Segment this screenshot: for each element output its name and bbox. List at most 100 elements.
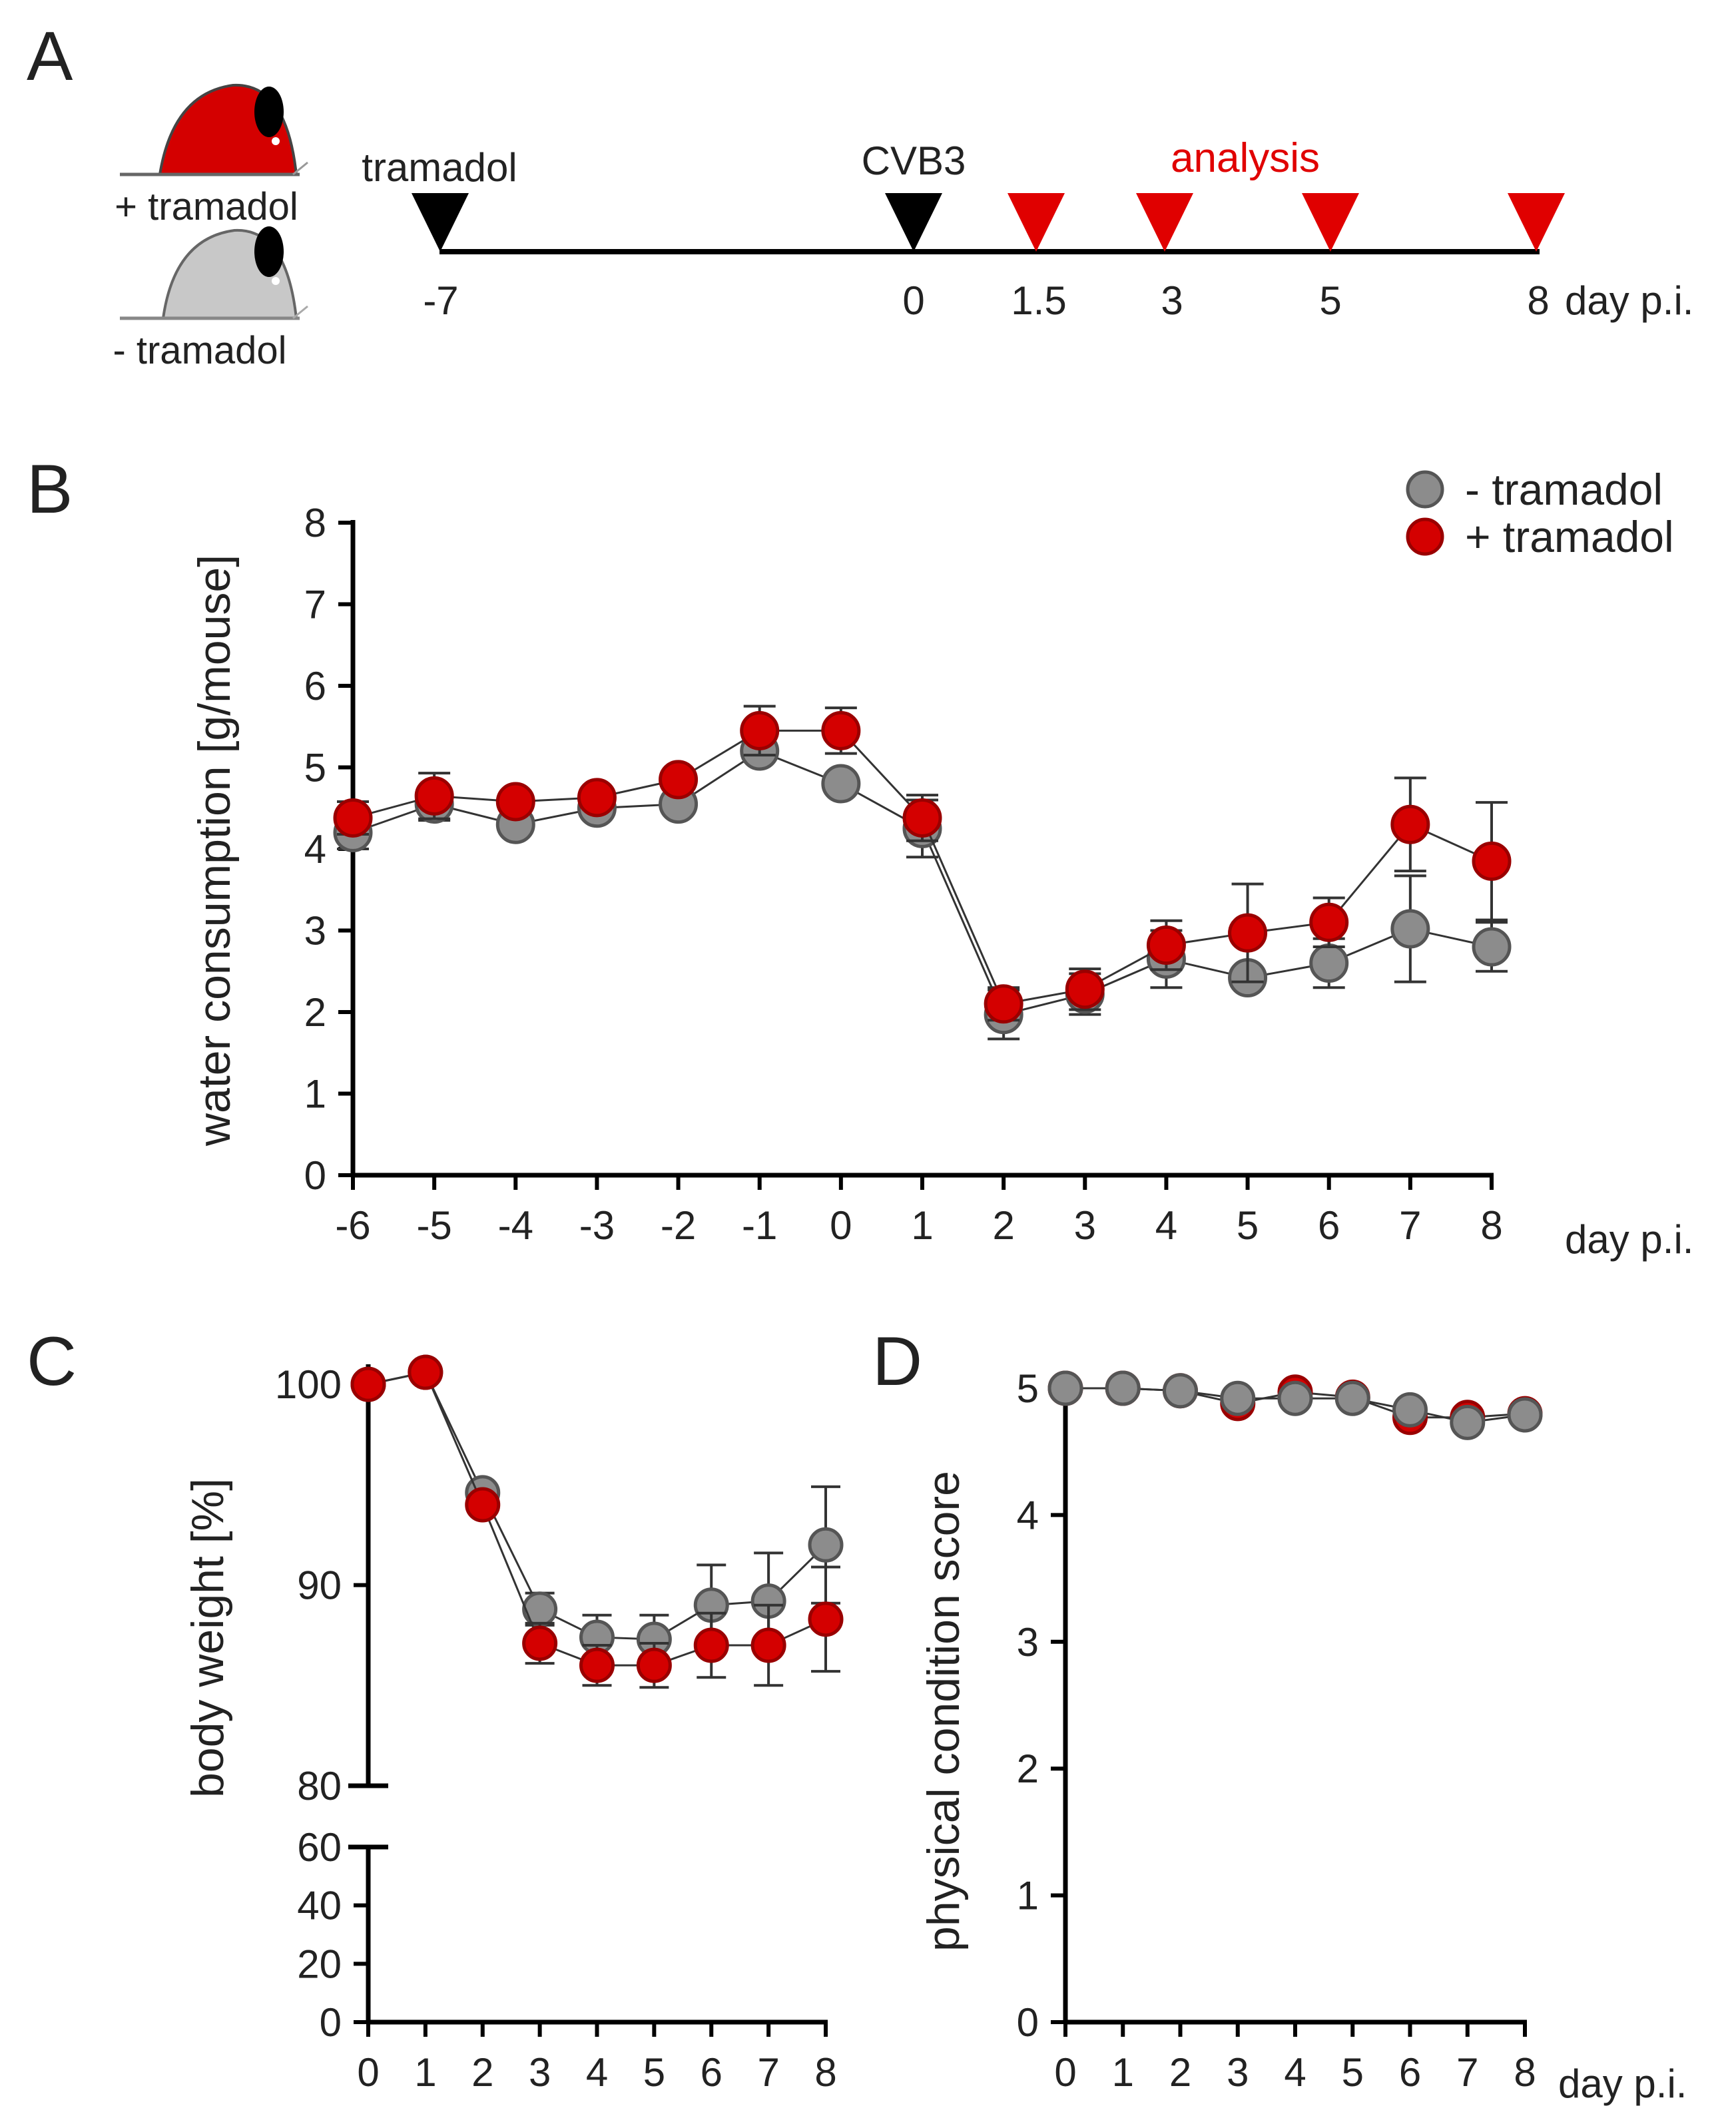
data-point [821, 710, 861, 750]
x-tick-label: 2 [992, 1203, 1014, 1248]
x-tick-label: 0 [357, 2050, 379, 2095]
y-tick-label: 8 [304, 501, 326, 545]
data-point [522, 1591, 558, 1627]
data-point [1277, 1380, 1313, 1416]
x-tick-label: 3 [529, 2050, 551, 2095]
data-point [1472, 841, 1512, 881]
data-point [1450, 1404, 1486, 1440]
x-tick-label: 0 [1054, 2050, 1076, 2095]
panel-label-b: B [27, 451, 73, 528]
analysis-marker-icon [1302, 193, 1359, 252]
data-point [750, 1627, 786, 1663]
x-tick-label: 3 [1227, 2050, 1249, 2095]
legend-label-treated: + tramadol [1465, 512, 1674, 561]
x-tick-label: 1 [414, 2050, 436, 2095]
timeline-tick-label: 3 [1161, 278, 1183, 323]
cvb3-label: CVB3 [862, 138, 966, 183]
data-point [740, 710, 780, 750]
analysis-marker-icon [1008, 193, 1065, 252]
data-point [1065, 969, 1105, 1009]
data-point [577, 778, 617, 818]
data-point [1220, 1380, 1256, 1416]
x-tick-label: 6 [1399, 2050, 1421, 2095]
x-axis-title: day p.i. [1565, 1217, 1693, 1262]
data-point [408, 1354, 443, 1390]
data-point [1228, 913, 1268, 953]
timeline-tick-label: 5 [1319, 278, 1341, 323]
data-point [984, 984, 1023, 1024]
y-tick-label: 1 [304, 1072, 326, 1117]
x-tick-label: -6 [335, 1203, 370, 1248]
x-tick-label: 2 [471, 2050, 493, 2095]
data-point [1163, 1373, 1198, 1409]
panel-a: A + tramadol - tramadol tramadol CVB3 an… [27, 18, 1693, 372]
data-point [1390, 909, 1430, 949]
group-label-untreated: - tramadol [113, 329, 286, 372]
x-tick-label: -1 [742, 1203, 777, 1248]
panel-label-a: A [27, 18, 73, 95]
y-tick-label: 90 [297, 1563, 342, 1608]
mouse-treated-icon [120, 83, 308, 176]
y-tick-label: 6 [304, 664, 326, 708]
x-tick-label: 7 [1399, 1203, 1421, 1248]
x-tick-label: 4 [1284, 2050, 1306, 2095]
x-tick-label: 8 [814, 2050, 836, 2095]
mouse-untreated-icon [120, 226, 308, 320]
data-point [636, 1647, 672, 1683]
x-tick-label: 3 [1074, 1203, 1096, 1248]
tramadol-label: tramadol [362, 145, 517, 190]
timeline-tick-label: 8 [1527, 278, 1549, 323]
panel-label-c: C [27, 1323, 77, 1400]
data-point [821, 764, 861, 804]
panel-b-chart: B day p.i. water consumption [g/mouse] -… [27, 451, 1693, 1262]
legend: - tramadol + tramadol [1406, 465, 1674, 561]
timeline-unit-label: day p.i. [1565, 278, 1693, 323]
data-point [522, 1625, 558, 1661]
data-point [333, 798, 373, 838]
data-point [808, 1601, 844, 1637]
y-tick-label: 1 [1017, 1874, 1039, 1918]
y-tick-label: 20 [297, 1942, 342, 1986]
data-point [350, 1366, 386, 1402]
data-point [1105, 1370, 1141, 1406]
analysis-label: analysis [1171, 135, 1320, 181]
y-tick-label: 3 [304, 909, 326, 953]
legend-marker-treated [1406, 517, 1444, 556]
timeline-tick-label: -7 [423, 278, 458, 323]
x-tick-label: 0 [830, 1203, 852, 1248]
y-tick-label: 4 [304, 827, 326, 872]
data-point [1334, 1380, 1370, 1416]
y-tick-label: 0 [1017, 2000, 1039, 2045]
timeline-tick-label: 1.5 [1011, 278, 1066, 323]
x-tick-label: 7 [757, 2050, 779, 2095]
data-point [808, 1527, 844, 1563]
x-tick-label: -2 [661, 1203, 696, 1248]
x-tick-label: 7 [1456, 2050, 1478, 2095]
panel-d-chart: D day p.i. physical condition score 0123… [872, 1323, 1687, 2106]
panel-label-d: D [872, 1323, 922, 1400]
x-tick-label: 5 [1342, 2050, 1364, 2095]
data-point [579, 1647, 615, 1683]
x-tick-label: -3 [579, 1203, 615, 1248]
data-point [1309, 902, 1349, 942]
data-point [465, 1487, 501, 1523]
x-tick-label: 5 [1237, 1203, 1259, 1248]
data-point [659, 760, 699, 800]
x-axis-title: day p.i. [1558, 2061, 1687, 2106]
group-label-treated: + tramadol [115, 185, 298, 228]
data-point [1507, 1397, 1543, 1433]
y-tick-label: 5 [1017, 1366, 1039, 1411]
y-tick-label: 60 [297, 1825, 342, 1870]
x-tick-label: 1 [1112, 2050, 1134, 2095]
y-tick-label: 7 [304, 583, 326, 627]
analysis-marker-icon [1508, 193, 1565, 252]
data-point [1146, 926, 1186, 965]
timeline-tick-label: 0 [902, 278, 924, 323]
data-point [1472, 927, 1512, 967]
x-tick-label: 2 [1169, 2050, 1191, 2095]
x-tick-label: 8 [1514, 2050, 1536, 2095]
x-tick-label: 6 [701, 2050, 723, 2095]
data-point [902, 798, 942, 838]
y-tick-label: 4 [1017, 1493, 1039, 1537]
